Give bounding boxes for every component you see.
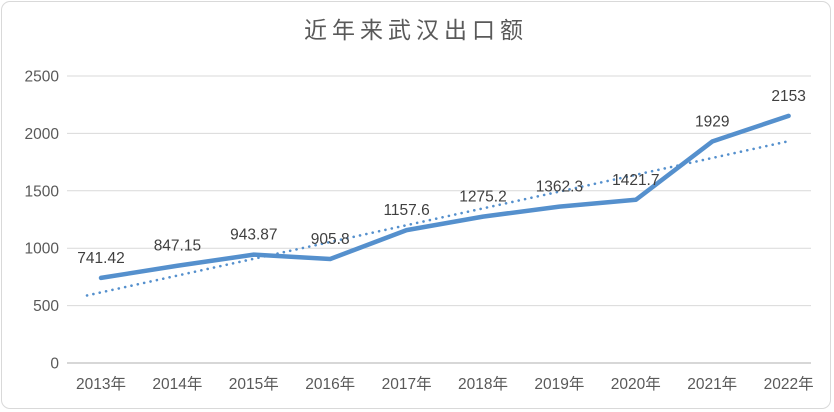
trendline-dotted (85, 139, 792, 297)
y-tick-label: 0 (50, 356, 59, 373)
x-tick-label: 2015年 (229, 375, 279, 393)
x-tick-label: 2017年 (382, 375, 432, 393)
x-tick-label: 2021年 (687, 375, 737, 393)
series-line (98, 113, 791, 281)
x-tick-label: 2016年 (305, 375, 355, 393)
y-tick-label: 2000 (25, 126, 60, 143)
x-tick-label: 2020年 (611, 375, 661, 393)
data-label: 2153 (771, 88, 805, 105)
x-tick-label: 2022年 (764, 375, 814, 393)
data-label: 847.15 (154, 238, 201, 255)
data-label: 1362.3 (536, 179, 583, 196)
data-label: 905.8 (311, 231, 350, 248)
data-label: 741.42 (77, 250, 124, 267)
y-tick-label: 2500 (25, 69, 60, 86)
y-tick-label: 1500 (25, 183, 60, 200)
x-tick-label: 2014年 (152, 375, 202, 393)
y-tick-label: 500 (33, 298, 59, 315)
y-tick-label: 1000 (25, 241, 60, 258)
chart-title: 近年来武汉出口额 (304, 18, 528, 44)
data-label: 1157.6 (383, 202, 429, 219)
data-label: 1275.2 (459, 189, 506, 206)
x-tick-label: 2018年 (458, 375, 508, 393)
data-label: 1421.7 (612, 172, 659, 189)
x-tick-label: 2013年 (76, 375, 126, 393)
x-tick-label: 2019年 (534, 375, 584, 393)
data-label: 1929 (695, 114, 729, 131)
data-label: 943.87 (230, 227, 277, 244)
